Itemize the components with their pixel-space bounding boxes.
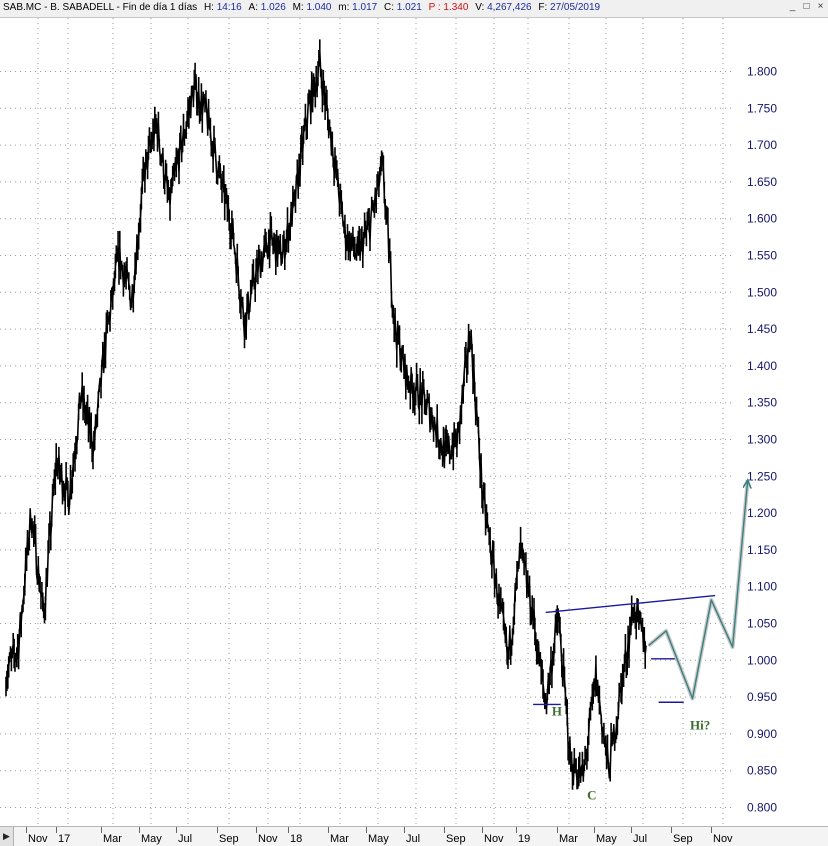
y-tick-label: 1.650 [747, 175, 777, 189]
x-tick-mark [594, 827, 595, 833]
x-tick-label: Nov [484, 833, 504, 845]
min-label: m: [338, 2, 350, 13]
x-tick-mark [139, 827, 140, 833]
x-tick-mark [671, 827, 672, 833]
y-tick-label: 1.300 [747, 433, 777, 447]
neckline-line [545, 594, 716, 614]
date-label: F: [538, 2, 548, 13]
x-tick-label: Jul [178, 833, 193, 845]
annotation-label: H [552, 704, 562, 719]
high-label: H: [203, 2, 214, 13]
y-tick-label: 0.950 [747, 690, 777, 704]
volume-value: 4,267,426 [487, 2, 532, 13]
y-tick-label: 1.700 [747, 138, 777, 152]
x-tick-mark [444, 827, 445, 833]
scroll-left-button[interactable]: ▶ [0, 827, 14, 846]
x-tick-label: 17 [58, 833, 71, 845]
x-tick-mark [256, 827, 257, 833]
y-tick-label: 1.550 [747, 249, 777, 263]
y-tick-label: 1.750 [747, 101, 777, 115]
y-tick-label: 1.800 [747, 65, 777, 79]
min-value: 1.017 [352, 2, 378, 13]
x-axis-bar[interactable]: ▶ Nov 17 Mar May Jul Sep Nov 18 Mar May Jul Sep Nov 1… [0, 826, 828, 846]
y-tick-label: 1.600 [747, 212, 777, 226]
max-label: M: [292, 2, 304, 13]
x-tick-label: Nov [258, 833, 278, 845]
minimize-button[interactable]: _ [789, 1, 796, 12]
y-axis-labels: 1.800 1.750 1.700 1.650 1.600 1.550 1.500 1.450… [747, 65, 777, 815]
x-tick-mark [328, 827, 329, 833]
high-value: 14:16 [216, 2, 242, 13]
close-button[interactable]: × [817, 1, 824, 12]
x-tick-mark [101, 827, 102, 833]
x-tick-label: Sep [673, 833, 693, 845]
price-series [5, 39, 647, 790]
y-tick-label: 1.050 [747, 617, 777, 631]
y-tick-label: 1.000 [747, 653, 777, 667]
x-tick-label: Mar [103, 833, 122, 845]
y-tick-label: 1.250 [747, 469, 777, 483]
close-value: 1.021 [396, 2, 422, 13]
x-tick-mark [217, 827, 218, 833]
y-tick-label: 1.100 [747, 580, 777, 594]
chart-title-bar: SAB.MC - B. SABADELL - Fin de día 1 días… [0, 0, 828, 18]
y-tick-label: 1.150 [747, 543, 777, 557]
pattern-annotations: H C Hi? [552, 704, 710, 803]
x-tick-label: Sep [446, 833, 466, 845]
volume-label: V: [475, 2, 485, 13]
x-tick-mark [176, 827, 177, 833]
x-tick-label: Mar [559, 833, 578, 845]
x-tick-label: Jul [406, 833, 421, 845]
x-tick-label: May [141, 833, 162, 845]
y-tick-label: 0.800 [747, 801, 777, 815]
x-tick-label: Jul [633, 833, 648, 845]
p-label: P : [428, 2, 441, 13]
annotation-label: Hi? [690, 717, 710, 732]
x-tick-label: Mar [330, 833, 349, 845]
x-tick-label: May [596, 833, 617, 845]
y-tick-label: 1.450 [747, 322, 777, 336]
x-tick-mark [711, 827, 712, 833]
x-tick-mark [288, 827, 289, 833]
x-tick-mark [26, 827, 27, 833]
x-tick-label: Sep [219, 833, 239, 845]
y-tick-label: 1.350 [747, 396, 777, 410]
y-tick-label: 1.500 [747, 285, 777, 299]
maximize-button[interactable]: □ [803, 1, 810, 12]
x-tick-mark [56, 827, 57, 833]
projection-arrow [648, 480, 748, 700]
symbol-label: SAB.MC - B. SABADELL - Fin de día 1 días [3, 2, 198, 13]
x-tick-label: 19 [518, 833, 531, 845]
x-tick-label: May [368, 833, 389, 845]
y-tick-label: 1.200 [747, 506, 777, 520]
x-tick-mark [516, 827, 517, 833]
x-tick-mark [557, 827, 558, 833]
price-line [5, 39, 647, 790]
date-value: 27/05/2019 [550, 2, 601, 13]
x-tick-mark [482, 827, 483, 833]
y-tick-label: 0.900 [747, 727, 777, 741]
annotation-label: C [587, 787, 596, 802]
y-tick-label: 1.400 [747, 359, 777, 373]
projection-path [647, 480, 748, 701]
x-tick-mark [404, 827, 405, 833]
chart-grid [0, 18, 735, 826]
x-tick-mark [631, 827, 632, 833]
trend-lines [533, 594, 716, 706]
chart-header: SAB.MC - B. SABADELL - Fin de día 1 días… [3, 2, 600, 13]
a-value: 1.026 [260, 2, 286, 13]
close-label: C: [383, 2, 394, 13]
price-chart[interactable]: 1.800 1.750 1.700 1.650 1.600 1.550 1.500 1.450… [0, 18, 828, 826]
x-tick-mark [366, 827, 367, 833]
p-value: 1.340 [443, 2, 469, 13]
x-tick-label: 18 [290, 833, 303, 845]
x-tick-label: Nov [28, 833, 48, 845]
y-tick-label: 0.850 [747, 764, 777, 778]
max-value: 1.040 [306, 2, 332, 13]
x-tick-label: Nov [713, 833, 733, 845]
a-label: A: [248, 2, 258, 13]
